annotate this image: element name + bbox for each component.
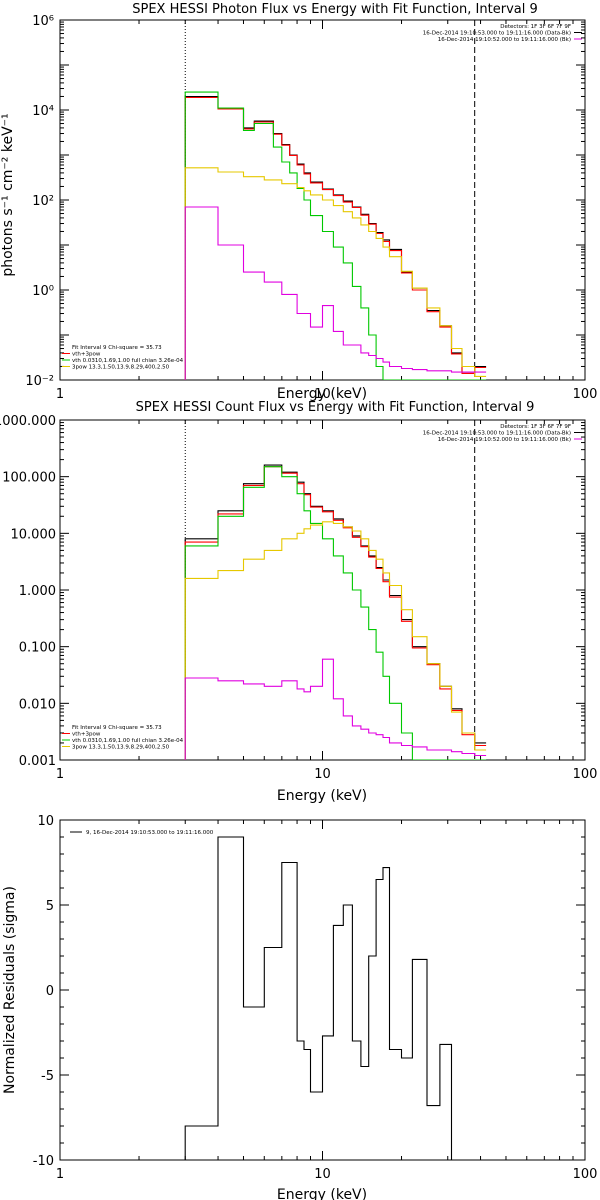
y-tick-label: 10²: [32, 194, 54, 209]
legend-right-entry: 16-Dec-2014 19:10:53.000 to 19:11:16.000…: [423, 431, 571, 437]
y-tick-label: -5: [41, 1069, 54, 1084]
series-3-histogram: [184, 521, 487, 760]
legend-right-entry: Detectors: 1F 3F 6F 7F 9F: [500, 424, 571, 430]
y-tick-label: 10⁻²: [25, 374, 54, 389]
x-tick-label: 1: [56, 767, 64, 782]
series-4-histogram: [184, 206, 487, 380]
photon-flux-xlabel: Energy (keV): [277, 386, 367, 402]
photon-flux-ylabel: photons s⁻¹ cm⁻² keV⁻¹: [0, 113, 16, 276]
legend-left-entry: Fit Interval 9 Chi-square = 35.73: [72, 345, 162, 351]
legend-left-entry: Fit Interval 9 Chi-square = 35.73: [72, 725, 162, 731]
series-1-histogram: [184, 96, 487, 380]
series-0-histogram: [184, 464, 487, 760]
y-tick-label: 0.010: [19, 697, 56, 712]
x-tick-label: 100: [573, 1167, 598, 1182]
y-tick-label: -10: [33, 1154, 54, 1169]
x-tick-label: 1: [56, 1167, 64, 1182]
series-0-histogram: [184, 95, 487, 380]
series-2-histogram: [184, 91, 487, 380]
y-tick-label: 10.000: [11, 527, 57, 542]
photon-flux-panel: SPEX HESSI Photon Flux vs Energy with Fi…: [0, 2, 597, 402]
y-tick-label: 0: [46, 984, 54, 999]
series-4-histogram: [184, 658, 487, 760]
residuals-ylabel: Normalized Residuals (sigma): [2, 886, 18, 1094]
legend-left-entry: vth+3pow: [72, 352, 101, 358]
legend-right-entry: 16-Dec-2014 19:10:53.000 to 19:11:16.000…: [423, 31, 571, 37]
x-tick-label: 100: [573, 767, 598, 782]
legend-left-entry: 3pow 13.3,1.50,13.9,8.29,400,2.50: [72, 365, 170, 371]
residuals-xlabel: Energy (keV): [277, 1187, 367, 1200]
count-flux-title: SPEX HESSI Count Flux vs Energy with Fit…: [136, 400, 535, 415]
y-tick-label: 1000.000: [0, 414, 56, 429]
series-2-histogram: [184, 466, 487, 760]
plot-frame: [59, 419, 586, 761]
count-flux-xlabel: Energy (keV): [277, 788, 367, 804]
legend-left-entry: vth+3pow: [72, 732, 101, 738]
y-tick-label: 1.000: [19, 584, 56, 599]
y-tick-label: 100.000: [2, 471, 56, 486]
series-0-histogram: [184, 836, 487, 1160]
x-tick-label: 1: [56, 387, 64, 402]
series-1-histogram: [184, 466, 487, 760]
legend-right-entry: Detectors: 1F 3F 6F 7F 9F: [500, 24, 571, 30]
y-tick-label: 10⁶: [32, 14, 54, 29]
legend-left-entry: 3pow 13.3,1.50,13.9,8.29,400,2.50: [72, 745, 170, 751]
legend-left-entry: vth 0.0310,1.69,1.00 full chian 3.26e-04: [72, 738, 184, 744]
count-flux-panel: SPEX HESSI Count Flux vs Energy with Fit…: [0, 400, 597, 804]
legend-left-entry: vth 0.0310,1.69,1.00 full chian 3.26e-04: [72, 358, 184, 364]
y-tick-label: 0.001: [19, 754, 56, 769]
y-tick-label: 5: [46, 899, 54, 914]
series-3-histogram: [184, 167, 487, 380]
x-tick-label: 10: [314, 767, 331, 782]
plot-frame: [59, 819, 586, 1161]
y-tick-label: 10: [37, 814, 54, 829]
x-tick-label: 10: [314, 387, 331, 402]
legend-right-entry: 16-Dec-2014 19:10:52.000 to 19:11:16.000…: [438, 437, 571, 443]
y-tick-label: 10⁰: [32, 284, 54, 299]
legend-right-entry: 16-Dec-2014 19:10:52.000 to 19:11:16.000…: [438, 37, 571, 43]
x-tick-label: 10: [314, 1167, 331, 1182]
photon-flux-title: SPEX HESSI Photon Flux vs Energy with Fi…: [132, 2, 538, 17]
y-tick-label: 0.100: [19, 641, 56, 656]
residuals-legend: 9, 16-Dec-2014 19:10:53.000 to 19:11:16.…: [86, 830, 214, 836]
x-tick-label: 100: [573, 387, 598, 402]
y-tick-label: 10⁴: [32, 104, 54, 119]
residuals-panel: Energy (keV) Normalized Residuals (sigma…: [2, 814, 597, 1200]
